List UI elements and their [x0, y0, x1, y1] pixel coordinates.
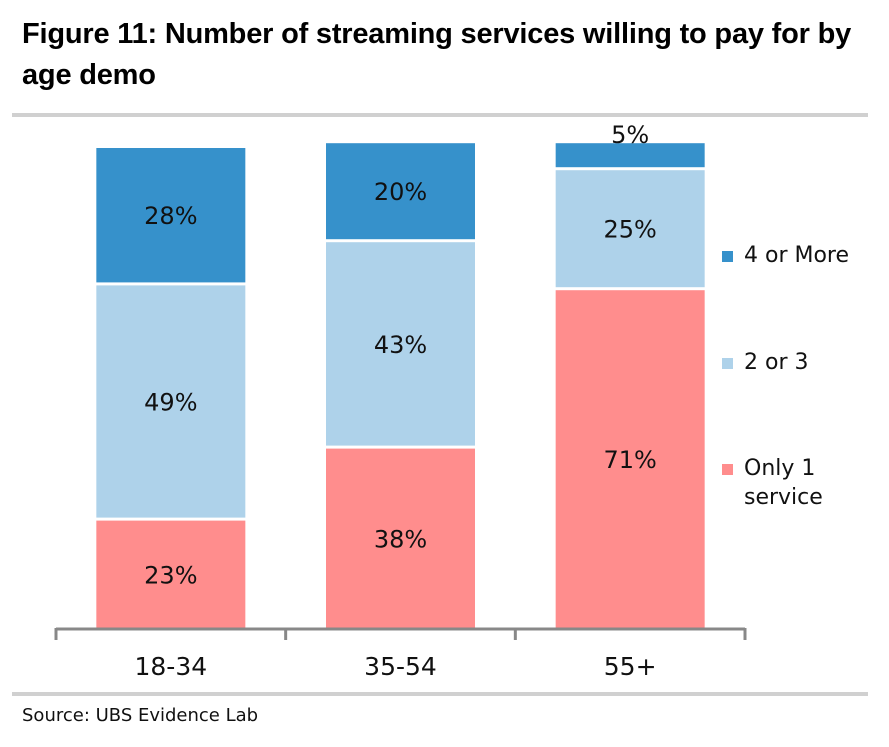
- bar-segment-1834-only-1-service: [96, 520, 246, 628]
- legend-label: service: [744, 485, 823, 510]
- bar-segment-55-4-or-more: [555, 143, 705, 168]
- source-divider: [12, 692, 868, 696]
- bar-segment-3554-4-or-more: [326, 143, 475, 240]
- data-label: 5%: [611, 121, 649, 149]
- data-label: 43%: [374, 331, 427, 359]
- source-note: Source: UBS Evidence Lab: [22, 705, 259, 726]
- title-divider: [12, 113, 868, 117]
- bar-segment-1834-4-or-more: [96, 148, 246, 283]
- legend-swatch-2-or-3: [722, 358, 733, 369]
- data-label: 38%: [374, 525, 427, 553]
- data-label: 23%: [144, 561, 197, 589]
- legend-swatch-4-or-more: [722, 251, 733, 262]
- data-label: 28%: [144, 202, 197, 230]
- bar-segment-55-only-1-service: [555, 290, 705, 628]
- data-label: 25%: [603, 216, 656, 244]
- chart-title: Figure 11: Number of streaming services …: [22, 18, 852, 91]
- data-label: 71%: [603, 446, 656, 474]
- legend-label: 2 or 3: [744, 350, 809, 375]
- x-tick-label: 55+: [604, 652, 657, 681]
- bar-segment-1834-2-or-3: [96, 285, 246, 518]
- data-label: 49%: [144, 389, 197, 417]
- data-label: 20%: [374, 178, 427, 206]
- legend-swatch-only-1-service: [722, 464, 733, 475]
- bar-segment-3554-only-1-service: [326, 448, 475, 628]
- x-tick-label: 35-54: [364, 652, 437, 681]
- legend-label: Only 1: [744, 456, 815, 481]
- x-tick-label: 18-34: [135, 652, 208, 681]
- bar-segment-3554-2-or-3: [326, 242, 475, 446]
- legend-label: 4 or More: [744, 243, 849, 268]
- bar-segment-55-2-or-3: [555, 170, 705, 288]
